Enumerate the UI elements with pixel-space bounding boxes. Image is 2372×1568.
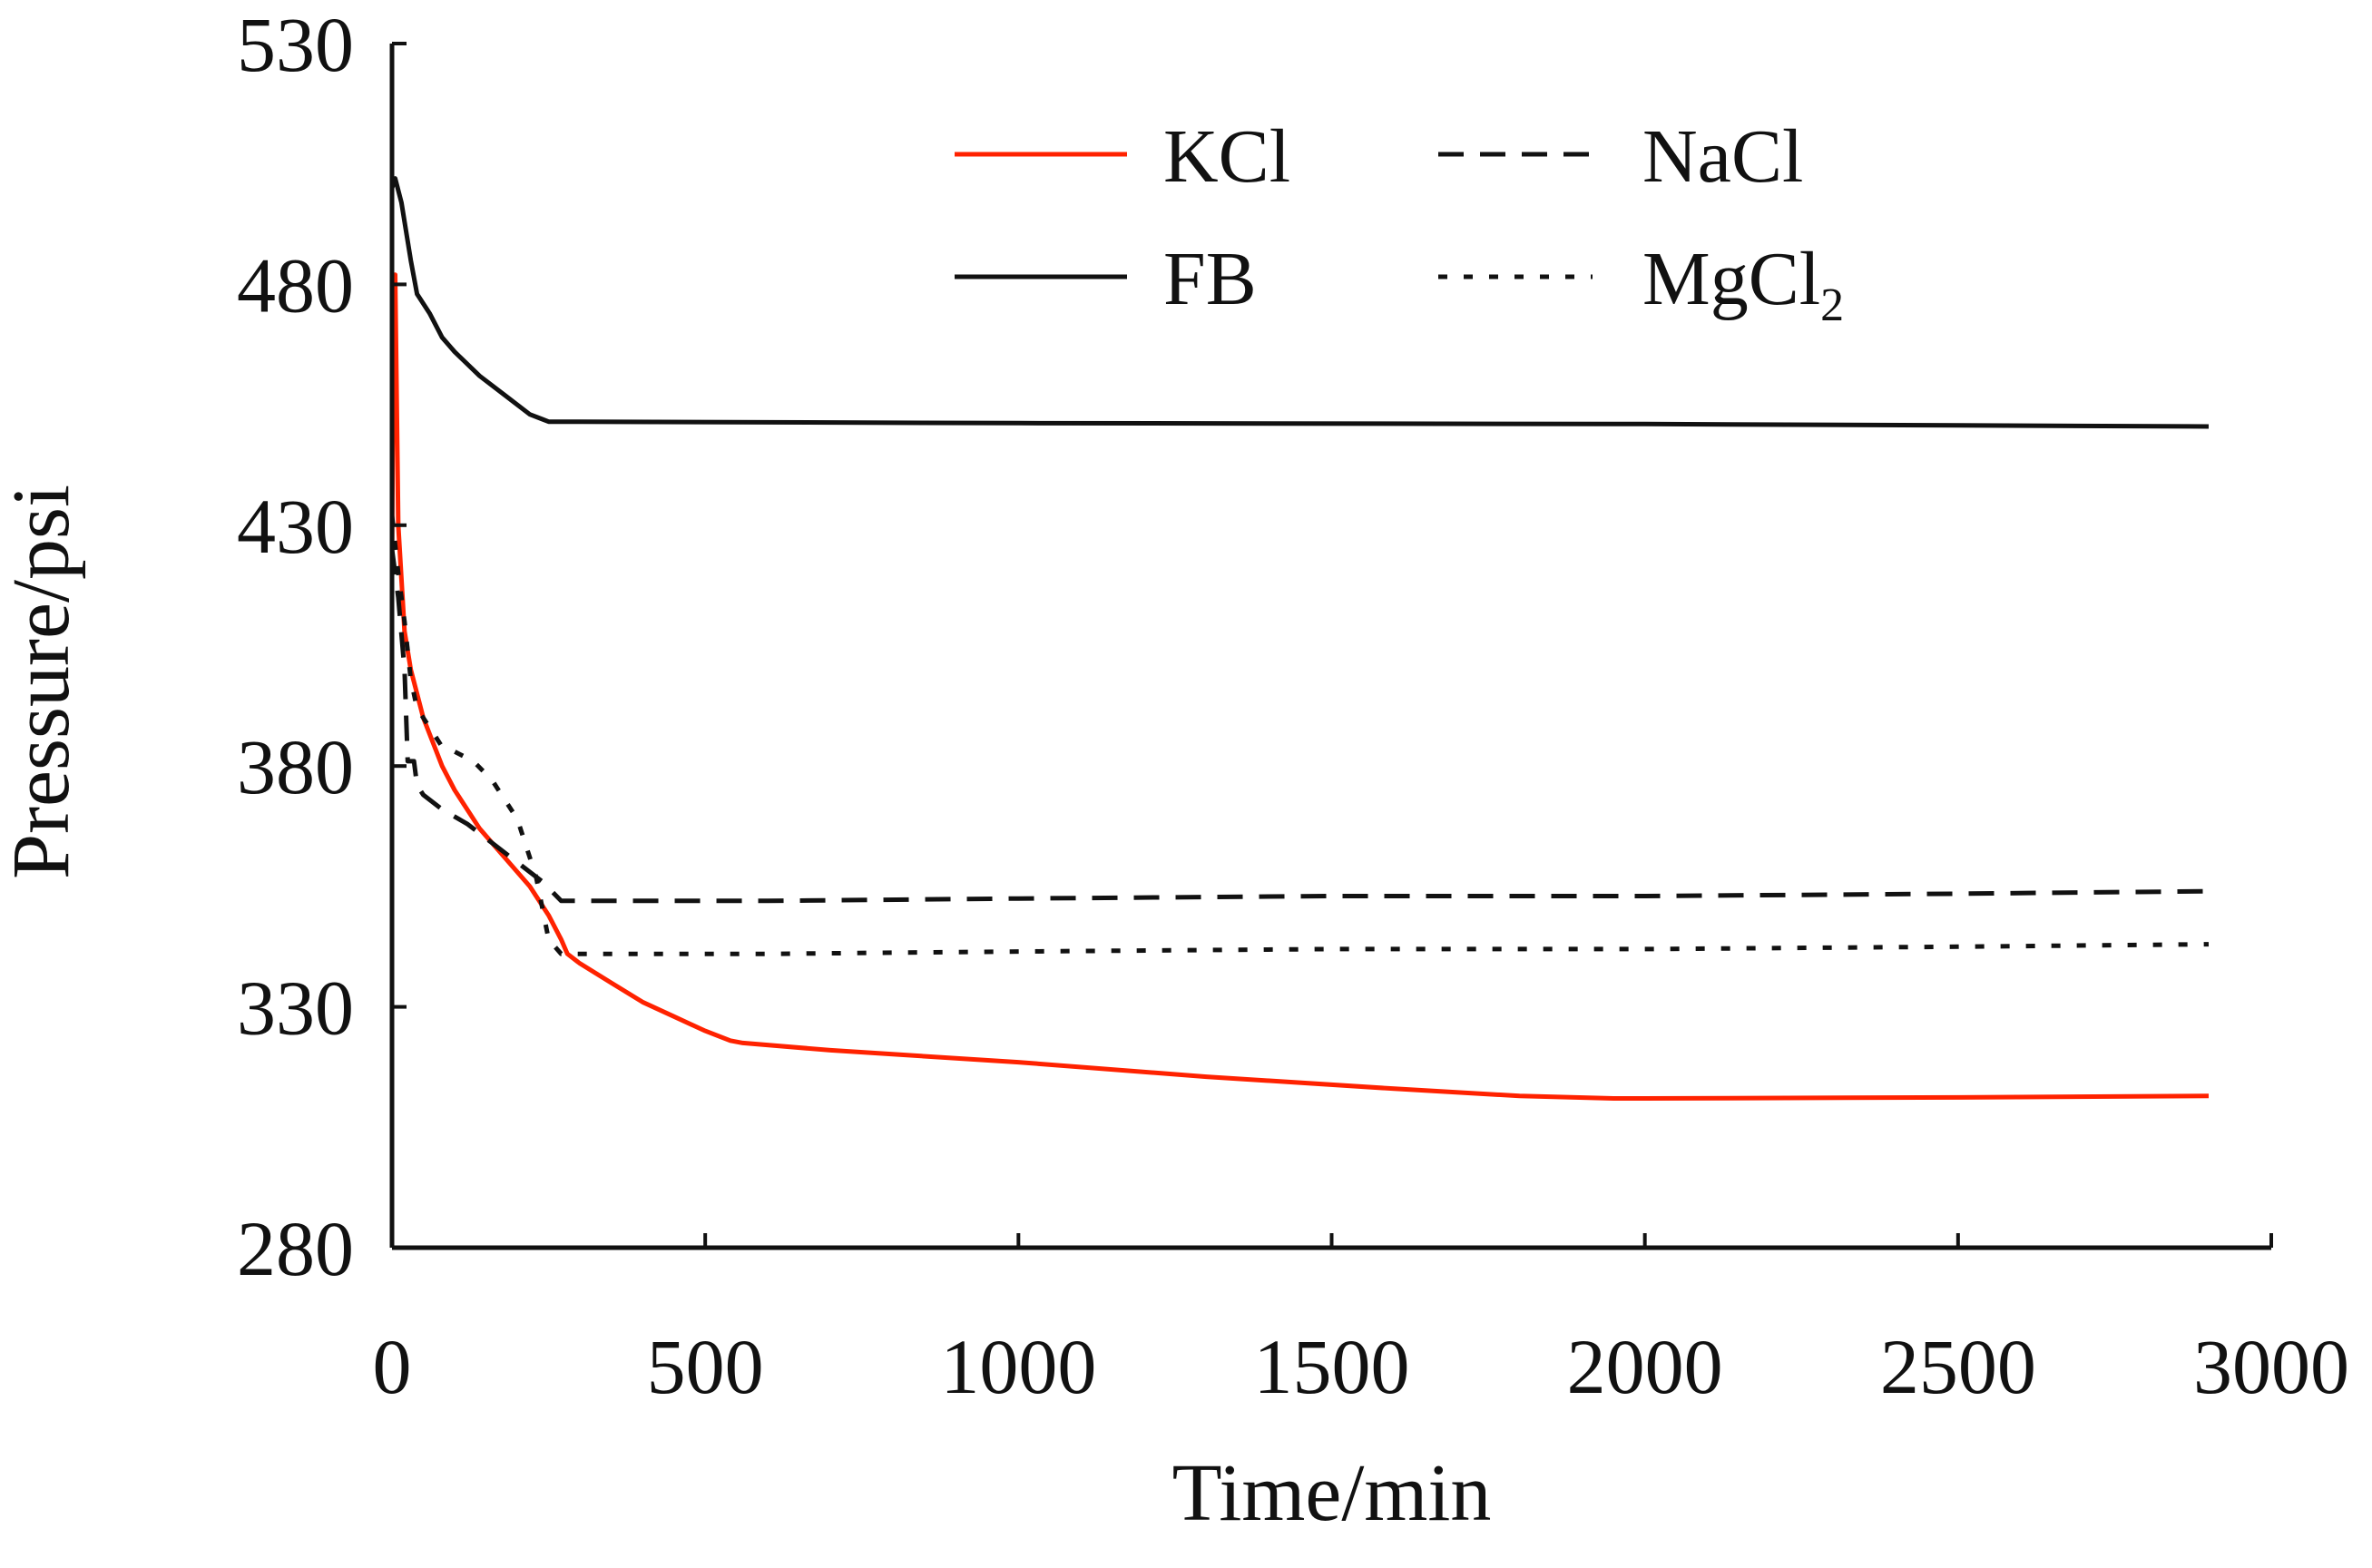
legend: KCl FB NaCl MgCl2	[955, 114, 1844, 331]
x-tick-label: 2500	[1880, 1323, 2036, 1410]
y-tick-label: 530	[237, 1, 354, 88]
series-line-kcl	[389, 272, 2210, 1101]
y-tick-label: 480	[237, 241, 354, 328]
legend-label-kcl: KCl	[1163, 114, 1290, 199]
x-tick-label: 2000	[1567, 1323, 1723, 1410]
y-tick-label: 430	[237, 483, 354, 570]
series-line-mgcl	[389, 514, 2210, 956]
x-tick-label: 3000	[2193, 1323, 2349, 1410]
series-lines	[389, 176, 2210, 1101]
series-line-fb	[389, 176, 2210, 429]
x-axis-title: Time/min	[1172, 1448, 1492, 1538]
axes	[389, 44, 2271, 1250]
series-line-nacl	[389, 548, 2210, 904]
axis-ticks: 0 500 1000 1500 2000 2500 3000 280 330 380 430 480 5…	[237, 1, 2349, 1410]
x-tick-label: 0	[373, 1323, 412, 1410]
legend-label-nacl: NaCl	[1642, 114, 1803, 199]
y-axis-title: Pressure/psi	[0, 485, 86, 879]
legend-label-fb: FB	[1163, 237, 1257, 321]
y-tick-label: 380	[237, 723, 354, 810]
x-tick-label: 1000	[940, 1323, 1096, 1410]
x-tick-label: 1500	[1254, 1323, 1410, 1410]
legend-label-mgcl2: MgCl2	[1642, 237, 1844, 331]
y-tick-label: 280	[237, 1205, 354, 1292]
x-tick-label: 500	[647, 1323, 764, 1410]
legend-label-subscript: 2	[1820, 279, 1844, 331]
y-tick-label: 330	[237, 965, 354, 1052]
